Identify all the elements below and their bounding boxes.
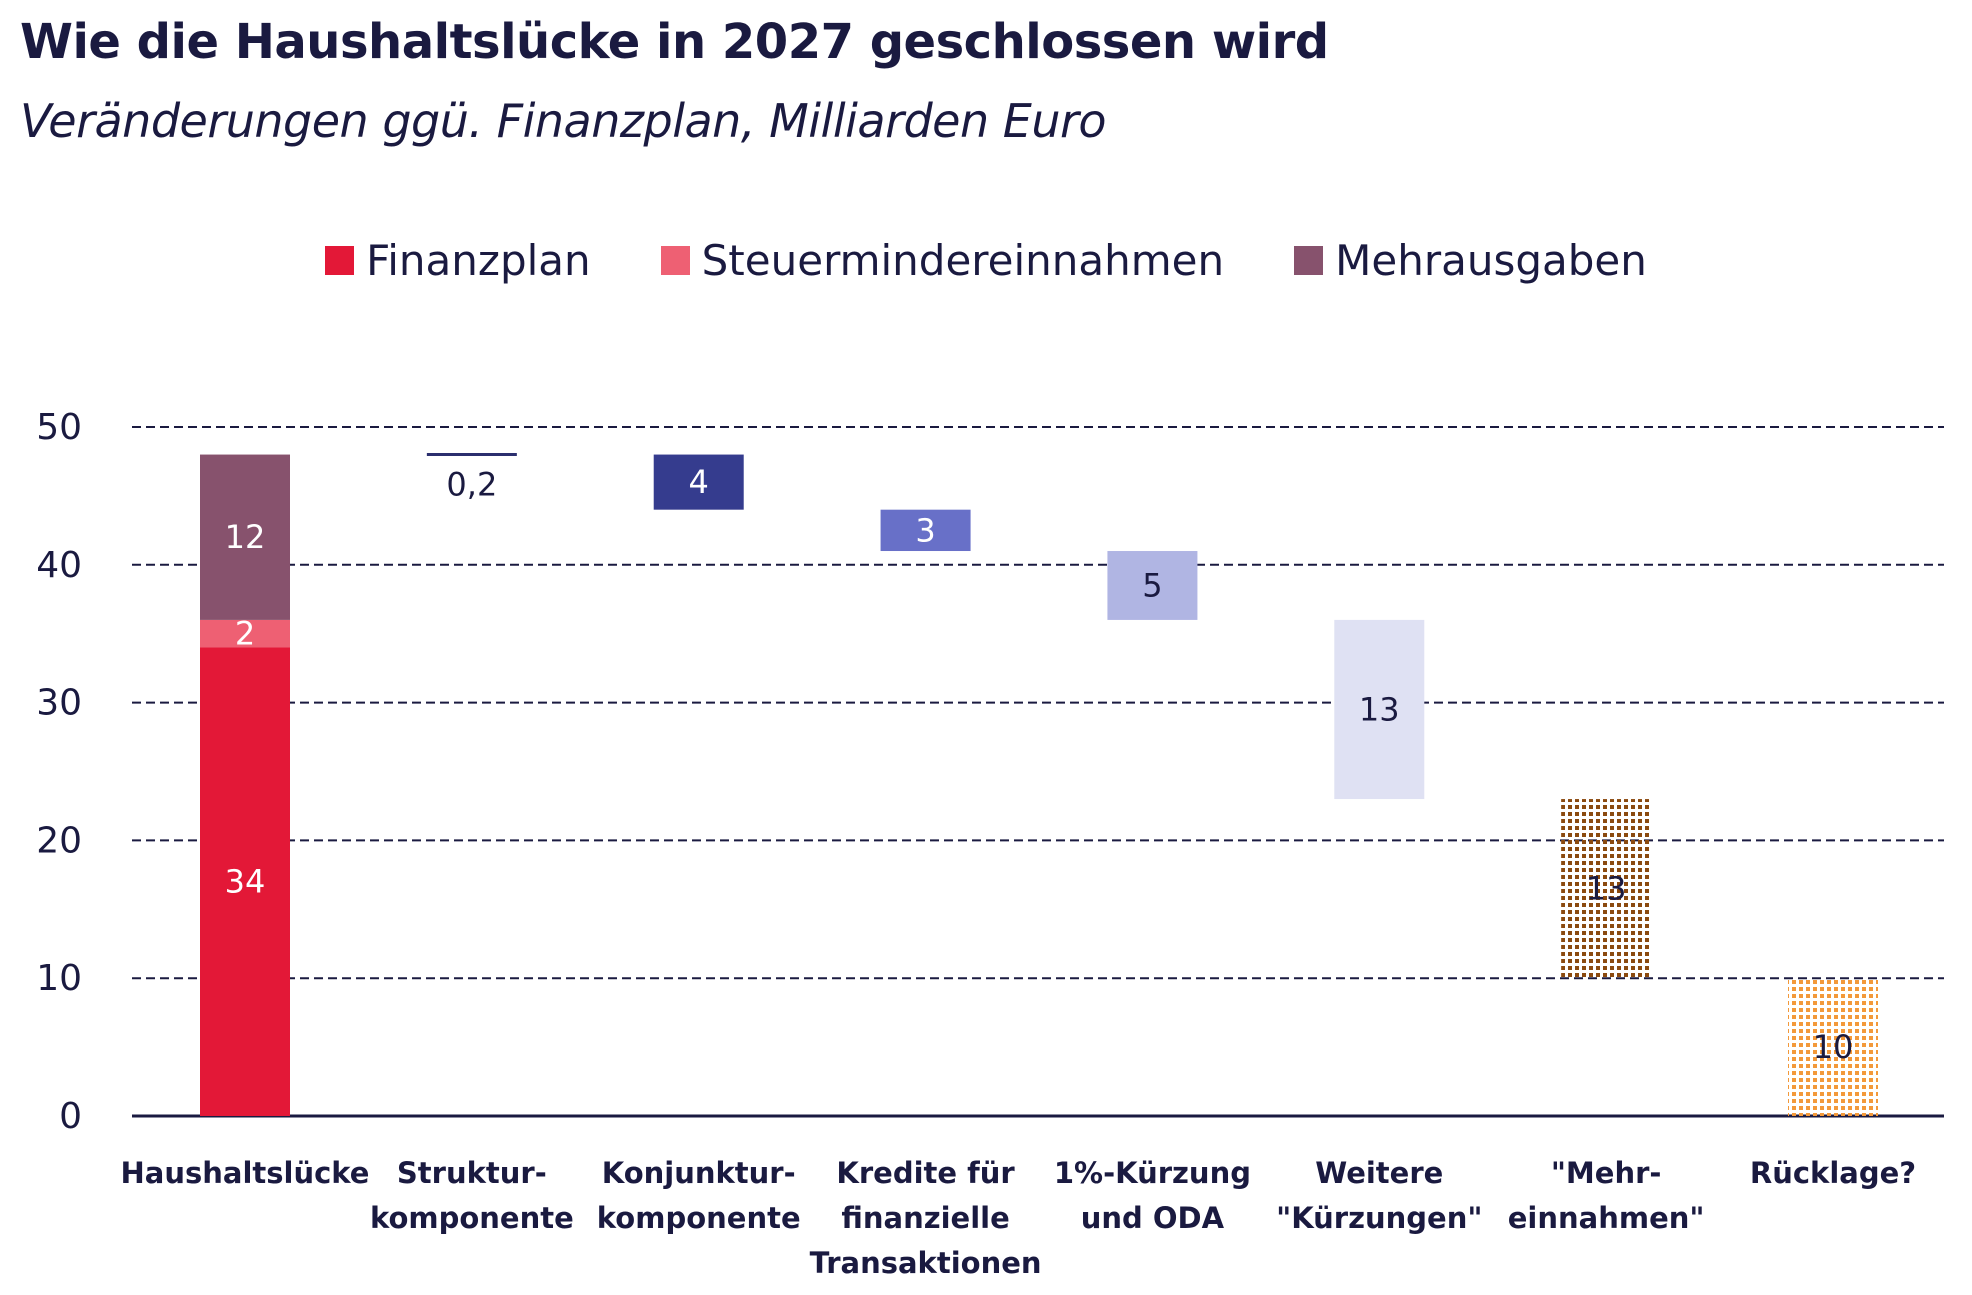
y-axis-ticks: 0 10 20 30 40 50	[36, 407, 82, 1137]
data-label: 2	[235, 615, 255, 653]
data-label: 13	[1586, 870, 1627, 908]
data-label: 13	[1359, 690, 1400, 728]
y-tick-label: 30	[36, 683, 82, 724]
x-category-label: Haushaltslücke	[121, 1156, 370, 1190]
x-category-label: Struktur-komponente	[370, 1156, 574, 1235]
x-category-label-line: 1%-Kürzung	[1054, 1156, 1251, 1190]
legend-label: Mehrausgaben	[1335, 236, 1647, 285]
x-category-label-line: Struktur-	[397, 1156, 547, 1190]
bar-step	[653, 454, 744, 510]
x-category-label-line: Transaktionen	[810, 1246, 1042, 1280]
legend-item-mehrausgaben: Mehrausgaben	[1294, 236, 1647, 285]
y-tick-label: 40	[36, 545, 82, 586]
data-label: 10	[1813, 1028, 1854, 1066]
x-category-label-line: komponente	[597, 1201, 801, 1235]
bar-step	[880, 509, 971, 552]
gridlines	[132, 426, 1944, 1118]
x-category-label-line: Kredite für	[836, 1156, 1015, 1190]
x-category-label-line: komponente	[370, 1201, 574, 1235]
bar-step	[1561, 799, 1652, 979]
x-category-label-line: Rücklage?	[1750, 1156, 1916, 1190]
chart-title: Wie die Haushaltslücke in 2027 geschloss…	[20, 14, 1329, 70]
data-label: 4	[689, 463, 709, 501]
data-label: 3	[915, 511, 935, 549]
x-category-label-line: einnahmen"	[1508, 1201, 1705, 1235]
legend-swatch-mehrausgaben	[1294, 246, 1324, 275]
y-tick-label: 20	[36, 820, 82, 861]
legend-swatch-steuermindereinnahmen	[660, 246, 690, 275]
y-tick-label: 50	[36, 407, 82, 448]
x-category-label: Rücklage?	[1750, 1156, 1916, 1190]
bar-step	[1107, 551, 1198, 620]
legend-label: Steuermindereinnahmen	[701, 236, 1225, 285]
data-label: 5	[1142, 566, 1162, 604]
bar-step	[1788, 978, 1878, 1116]
x-category-label-line: Haushaltslücke	[121, 1156, 370, 1190]
bars: 34 2 12 0,2 4 3 5 13 13 10	[200, 453, 1878, 1116]
bar-step	[1334, 619, 1425, 800]
x-category-label-line: finanzielle	[841, 1201, 1009, 1235]
x-category-label-line: "Kürzungen"	[1276, 1201, 1482, 1235]
y-tick-label: 0	[59, 1096, 82, 1137]
x-category-label: 1%-Kürzung und ODA	[1054, 1156, 1251, 1235]
legend-swatch-finanzplan	[325, 246, 355, 275]
x-category-label-line: Konjunktur-	[602, 1156, 796, 1190]
bar-segment-mehrausgaben	[200, 454, 290, 620]
chart-subtitle: Veränderungen ggü. Finanzplan, Milliarde…	[20, 94, 1107, 148]
x-axis-labels: Haushaltslücke Struktur-komponenteKonjunk…	[121, 1156, 1917, 1280]
data-label: 12	[225, 518, 266, 556]
legend-label: Finanzplan	[366, 236, 591, 285]
x-category-label: Konjunktur-komponente	[597, 1156, 801, 1235]
x-category-label-line: "Mehr-	[1551, 1156, 1662, 1190]
bar-segment-steuermindereinnahmen	[200, 619, 290, 648]
legend-item-steuermindereinnahmen: Steuermindereinnahmen	[660, 236, 1225, 285]
legend-item-finanzplan: Finanzplan	[325, 236, 591, 285]
legend: Finanzplan Steuermindereinnahmen Mehraus…	[0, 236, 1972, 285]
x-category-label: Weitere "Kürzungen"	[1276, 1156, 1482, 1235]
data-label: 34	[225, 863, 266, 901]
x-category-label: "Mehr-einnahmen"	[1508, 1156, 1705, 1235]
data-label: 0,2	[446, 466, 497, 504]
y-tick-label: 10	[36, 958, 82, 999]
x-category-label-line: Weitere	[1315, 1156, 1443, 1190]
x-category-label-line: und ODA	[1081, 1201, 1225, 1235]
x-category-label: Kredite für finanzielle Transaktionen	[810, 1156, 1042, 1280]
bar-segment-finanzplan	[200, 647, 290, 1116]
